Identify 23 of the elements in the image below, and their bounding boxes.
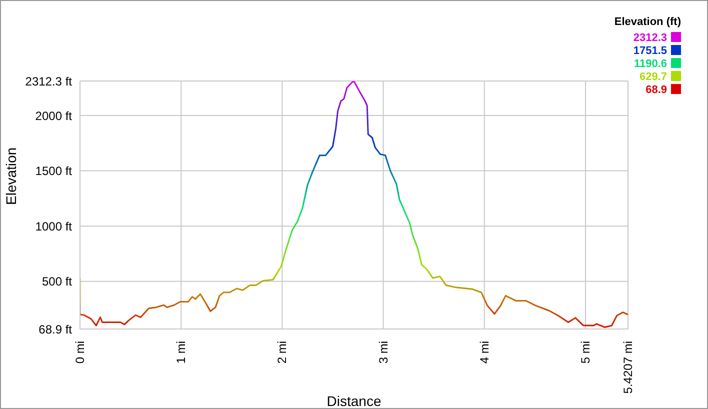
y-axis-title: Elevation xyxy=(2,147,19,205)
color-scale: Elevation (ft) 68.9 629.7 1190.6 1751.5 2312.3 xyxy=(585,13,685,95)
x-tick-label: 3 mi xyxy=(376,341,390,364)
y-tick-label: 500 ft xyxy=(42,274,73,289)
x-tick-label: 1 mi xyxy=(174,341,188,364)
y-tick-label: 1000 ft xyxy=(35,219,73,234)
y-tick-label: 1500 ft xyxy=(35,164,73,178)
x-tick-label: 5 mi xyxy=(578,341,592,364)
y-tick-label: 2312.3 ft xyxy=(25,74,73,88)
x-tick-label: 2 mi xyxy=(275,341,290,364)
x-axis-title: Distance xyxy=(326,393,382,409)
x-tick-label: 4 mi xyxy=(477,341,492,364)
color-bar-label: 629.7 xyxy=(639,71,667,83)
y-tick-label: 2000 ft xyxy=(35,108,73,123)
y-tick-label: 68.9 ft xyxy=(38,322,73,336)
color-bar-label: 1751.5 xyxy=(633,45,667,57)
color-bar-label: 68.9 xyxy=(646,84,667,96)
x-tick-label: 0 mi xyxy=(73,341,87,364)
line-series xyxy=(80,81,628,328)
color-bar-title: Elevation (ft) xyxy=(614,16,682,28)
color-bar-label: 1190.6 xyxy=(634,58,667,70)
color-bar-label: 2312.3 xyxy=(633,32,667,44)
x-tick-label: 5.4207 mi xyxy=(621,341,635,394)
